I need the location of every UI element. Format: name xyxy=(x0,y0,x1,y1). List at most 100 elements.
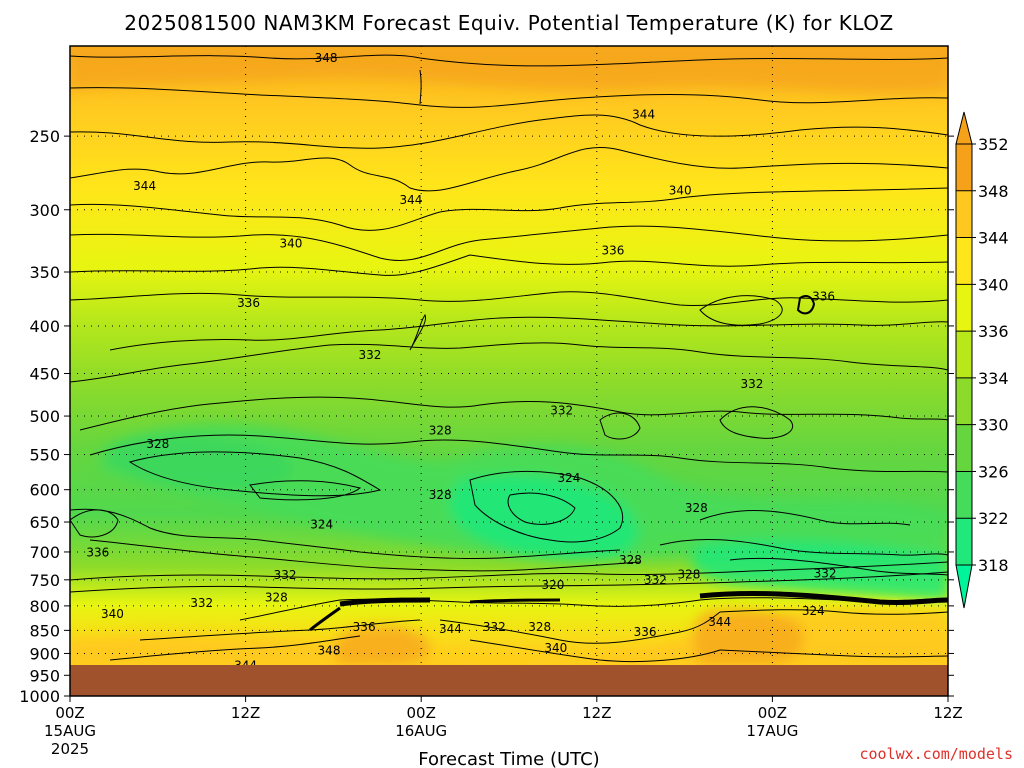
colorbar-segment xyxy=(956,471,972,519)
contour-label: 320 xyxy=(541,578,564,592)
contour-label: 332 xyxy=(483,620,506,634)
colorbar-label: 318 xyxy=(978,556,1009,575)
contour-line xyxy=(409,313,427,351)
contour-line xyxy=(249,480,362,501)
contour-label: 340 xyxy=(544,641,567,655)
contour-label: 344 xyxy=(439,622,462,636)
y-tick-label: 600 xyxy=(29,481,60,500)
y-tick-label: 450 xyxy=(29,365,60,384)
colorbar-label: 326 xyxy=(978,462,1009,481)
contour-label: 332 xyxy=(274,568,297,582)
plot-frame xyxy=(69,45,949,697)
contour-line xyxy=(439,611,721,644)
x-tick-label: 00Z xyxy=(758,704,787,722)
contour-line xyxy=(70,87,948,108)
contour-line xyxy=(699,591,948,606)
contour-label: 328 xyxy=(265,591,288,605)
contour-line xyxy=(796,295,816,315)
y-tick-label: 500 xyxy=(29,407,60,426)
blob-orange-top xyxy=(70,46,948,93)
contour-label: 332 xyxy=(740,377,763,391)
y-tick-label: 650 xyxy=(29,513,60,532)
contour-line xyxy=(89,539,641,572)
credit-link[interactable]: coolwx.com/models xyxy=(859,745,1013,763)
contour-line xyxy=(719,649,948,658)
contour-label: 324 xyxy=(558,471,581,485)
contour-line xyxy=(699,295,783,326)
contour-label: 344 xyxy=(708,615,731,629)
contour-label: 324 xyxy=(310,517,333,531)
plot-area: 3483443443443403403363363363323323323283… xyxy=(70,46,948,696)
colorbar-segment xyxy=(956,377,972,425)
x-date-label: 15AUG xyxy=(44,722,96,740)
contour-label: 328 xyxy=(429,488,452,502)
contour-label: 332 xyxy=(550,403,573,417)
contour-line xyxy=(309,606,341,632)
contour-line xyxy=(507,492,576,525)
chart-title: 2025081500 NAM3KM Forecast Equiv. Potent… xyxy=(124,11,893,35)
contour-line xyxy=(70,225,948,261)
contour-lines xyxy=(70,54,948,663)
contour-label: 328 xyxy=(619,553,642,567)
contour-label: 332 xyxy=(644,573,667,587)
blob-green-mid xyxy=(449,475,639,560)
x-tick-label: 12Z xyxy=(582,704,611,722)
contour-label: 324 xyxy=(802,604,825,618)
colorbar: 318 322 326 330 334 336 340 344 348 352 xyxy=(955,111,1009,609)
x-date-label: 17AUG xyxy=(746,722,798,740)
blob-orange-patch xyxy=(693,608,804,665)
y-tick-label: 900 xyxy=(29,644,60,663)
contour-line xyxy=(89,434,948,473)
contour-label: 336 xyxy=(86,546,109,560)
contour-line xyxy=(70,254,948,276)
contour-line xyxy=(339,597,431,607)
contour-label: 332 xyxy=(814,566,837,580)
contour-line xyxy=(469,598,561,604)
contour-label: 340 xyxy=(669,183,692,197)
contour-line xyxy=(70,571,948,593)
colorbar-label: 352 xyxy=(978,135,1009,154)
y-tick-label: 1000 xyxy=(19,687,60,706)
colorbar-segment xyxy=(956,424,972,472)
contour-line xyxy=(70,54,948,67)
contour-line xyxy=(70,146,948,192)
colorbar-segment xyxy=(956,237,972,285)
contour-label: 328 xyxy=(146,437,169,451)
blob-green-right xyxy=(692,539,948,600)
colorbar-label: 334 xyxy=(978,369,1009,388)
contour-label: 340 xyxy=(101,607,124,621)
contour-line xyxy=(659,538,948,556)
contour-line xyxy=(128,451,382,497)
colorbar-extend-low xyxy=(955,564,973,609)
colorbar-segment xyxy=(956,190,972,238)
y-tick-label: 300 xyxy=(29,201,60,220)
contour-label: 336 xyxy=(812,290,835,304)
contour-line xyxy=(719,406,793,439)
contour-line xyxy=(469,639,721,663)
y-tick-label: 850 xyxy=(29,621,60,640)
contour-line xyxy=(469,470,624,543)
colorbar-segment xyxy=(956,284,972,332)
y-tick-label: 950 xyxy=(29,666,60,685)
contour-line xyxy=(70,342,948,383)
x-tick-label: 00Z xyxy=(55,704,84,722)
x-tick-label: 12Z xyxy=(231,704,260,722)
contour-label: 328 xyxy=(678,567,701,581)
y-axis: 250 300 350 400 450 500 550 600 650 700 750 800 850 9… xyxy=(19,127,954,706)
contour-line xyxy=(70,509,119,538)
contour-line xyxy=(419,69,422,105)
colorbar-segment xyxy=(956,518,972,565)
y-tick-label: 400 xyxy=(29,317,60,336)
y-tick-label: 250 xyxy=(29,127,60,146)
contour-label: 328 xyxy=(528,620,551,634)
x-year-label: 2025 xyxy=(51,740,89,758)
contour-line xyxy=(599,412,641,440)
contour-line xyxy=(79,396,948,431)
contour-label: 348 xyxy=(315,51,338,65)
contour-label: 348 xyxy=(318,643,341,657)
contour-label: 340 xyxy=(280,236,303,250)
y-tick-label: 800 xyxy=(29,597,60,616)
contour-line xyxy=(719,609,948,615)
